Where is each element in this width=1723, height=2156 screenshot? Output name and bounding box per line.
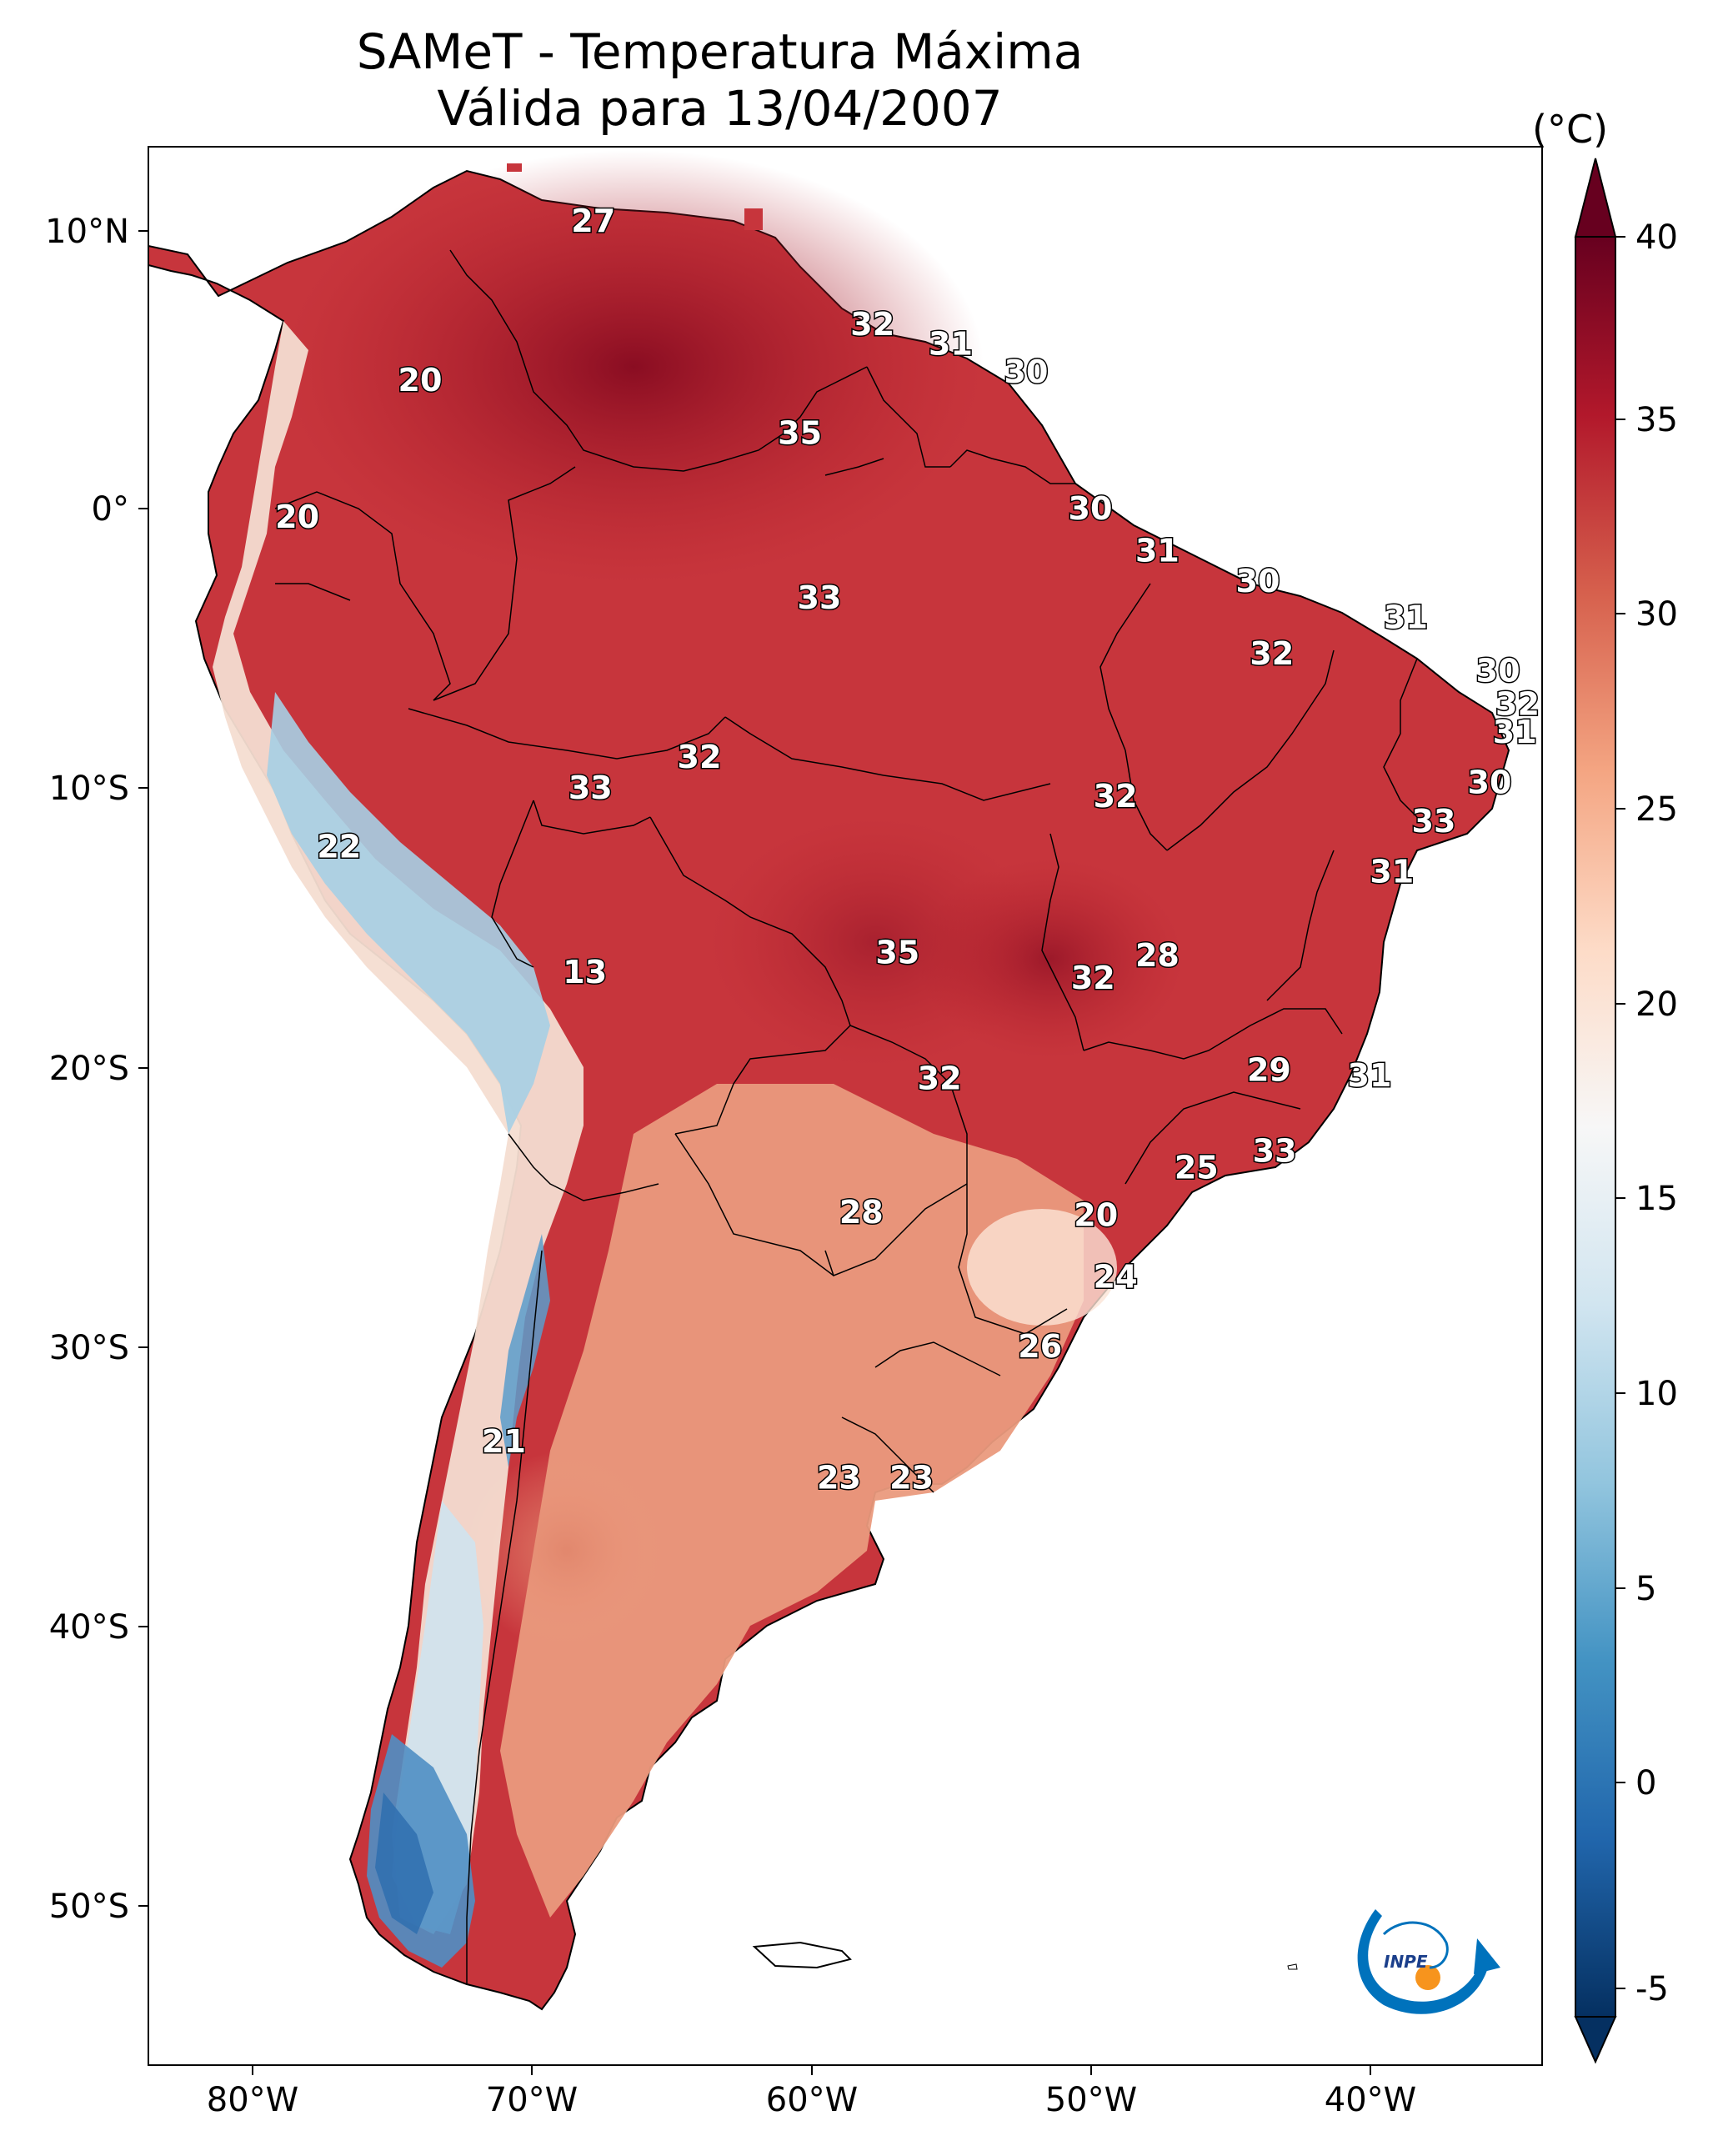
- temperature-label: 20: [1074, 1197, 1118, 1234]
- lat-label: 0°: [92, 490, 129, 529]
- lat-label: 30°S: [49, 1329, 129, 1367]
- lon-label: 60°W: [766, 2081, 858, 2119]
- temperature-label: 32: [1250, 635, 1294, 672]
- inpe-logo: INPE: [1357, 1909, 1500, 2014]
- colorbar-tick: -5: [1635, 1970, 1669, 2008]
- map-subtitle: Válida para 13/04/2007: [437, 80, 1003, 137]
- longitude-labels: 80°W 70°W 60°W 50°W 40°W: [207, 2081, 1416, 2119]
- lon-label: 80°W: [207, 2081, 298, 2119]
- lat-label: 10°S: [49, 770, 129, 808]
- axis-ticks: [138, 230, 1371, 2075]
- temperature-label: 32: [850, 306, 894, 343]
- temperature-label: 28: [839, 1194, 884, 1231]
- colorbar-tick: 15: [1635, 1180, 1678, 1218]
- colorbar-tick: 40: [1635, 218, 1678, 257]
- lon-label: 40°W: [1325, 2081, 1416, 2119]
- lon-label: 50°W: [1045, 2081, 1137, 2119]
- temperature-label: 32: [1071, 960, 1115, 996]
- temperature-label: 21: [482, 1423, 526, 1460]
- temperature-label: 33: [798, 579, 842, 616]
- logo-text: INPE: [1384, 1952, 1428, 1972]
- temperature-label: 30: [1476, 652, 1520, 689]
- temperature-label: 33: [568, 770, 613, 806]
- country-borders: [274, 249, 1418, 1984]
- temperature-label: 32: [678, 739, 722, 775]
- temperature-label: 32: [1495, 686, 1540, 723]
- colorbar-tick: 25: [1635, 790, 1678, 829]
- temperature-label: 31: [1384, 599, 1428, 636]
- colorbar-min-arrow: [1574, 2016, 1617, 2064]
- latitude-labels: 10°N 0° 10°S 20°S 30°S 40°S 50°S: [45, 213, 129, 1926]
- lat-label: 40°S: [49, 1608, 129, 1647]
- temperature-label: 27: [571, 203, 615, 239]
- colorbar-tick: 0: [1635, 1764, 1656, 1803]
- temperature-label: 30: [1069, 490, 1113, 527]
- lat-label: 20°S: [49, 1050, 129, 1088]
- temperature-label: 25: [1175, 1150, 1219, 1186]
- temperature-label: 23: [817, 1460, 861, 1497]
- temperature-label: 26: [1018, 1328, 1062, 1365]
- colorbar-tick: 30: [1635, 595, 1678, 634]
- temperature-label: 33: [1412, 803, 1456, 840]
- temperature-label: 35: [875, 935, 919, 971]
- temperature-label: 31: [1370, 854, 1414, 890]
- temperature-label: 35: [778, 415, 822, 452]
- temperature-label: 23: [889, 1460, 934, 1497]
- temperature-label: 29: [1247, 1051, 1291, 1088]
- continent-layer: [148, 150, 1510, 2011]
- logo-accent-dot: [1415, 1965, 1440, 1990]
- temperature-label: 20: [398, 362, 443, 399]
- temperature-label: 30: [1004, 353, 1049, 390]
- colorbar-tick: 10: [1635, 1375, 1678, 1413]
- lat-label: 10°N: [45, 213, 129, 251]
- temperature-label: 30: [1236, 563, 1280, 599]
- lon-label: 70°W: [486, 2081, 578, 2119]
- colorbar-max-arrow: [1574, 158, 1617, 238]
- temperature-label: 31: [1493, 714, 1537, 750]
- temperature-label: 30: [1468, 764, 1512, 800]
- map-title: SAMeT - Temperatura Máxima: [356, 23, 1084, 80]
- temperature-label: 22: [317, 828, 361, 865]
- temperature-label: 28: [1135, 937, 1180, 974]
- lat-label: 50°S: [49, 1888, 129, 1926]
- temperature-label: 31: [1348, 1057, 1392, 1094]
- colorbar-tick: 20: [1635, 985, 1678, 1024]
- temperature-label: 24: [1094, 1258, 1138, 1295]
- temperature-label: 31: [1135, 532, 1180, 569]
- colorbar-tick: 35: [1635, 401, 1678, 439]
- temperature-label: 32: [1094, 778, 1138, 815]
- temperature-label: 13: [563, 954, 607, 990]
- temperature-label: 20: [275, 499, 319, 535]
- colorbar-tick: 5: [1635, 1570, 1656, 1608]
- colorbar: 40 35 30 25 20 15 10 5 0 -5: [1574, 158, 1678, 2064]
- colorbar-gradient: [1575, 236, 1616, 2018]
- temperature-label: 31: [929, 325, 973, 362]
- colorbar-unit: (°C): [1532, 107, 1609, 152]
- temperature-label: 33: [1253, 1133, 1297, 1170]
- temperature-label: 32: [918, 1060, 962, 1096]
